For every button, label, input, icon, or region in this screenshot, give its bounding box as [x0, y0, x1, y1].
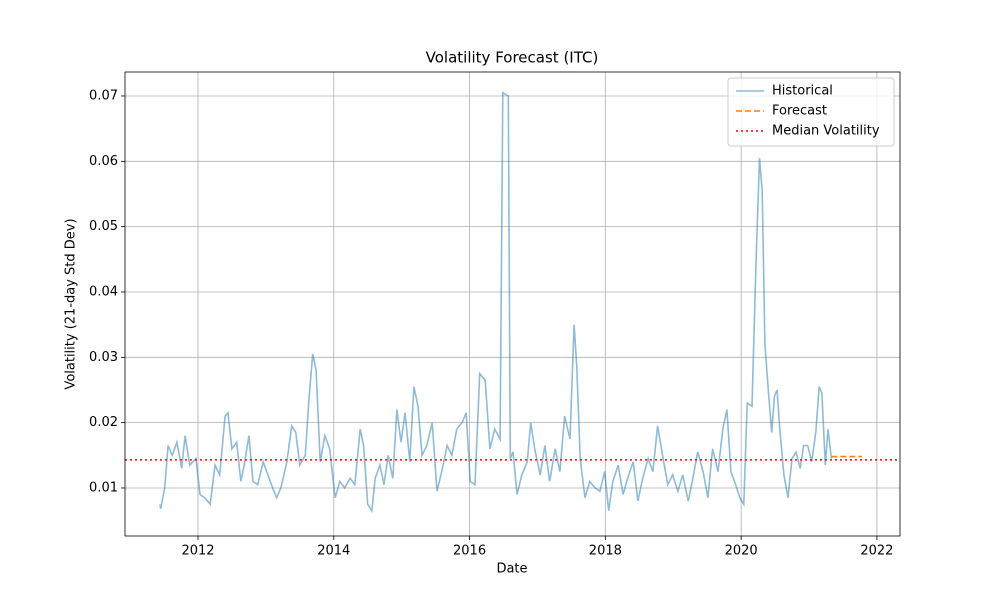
chart-title: Volatility Forecast (ITC): [426, 49, 599, 67]
series-line: [159, 91, 833, 514]
y-tick-label: 0.03: [89, 350, 118, 365]
y-axis-label: Volatility (21-day Std Dev): [64, 218, 79, 389]
x-tick-label: 2022: [860, 544, 893, 559]
legend-box: [727, 77, 895, 147]
y-tick-label: 0.04: [89, 284, 118, 299]
x-tick-label: 2020: [725, 544, 758, 559]
y-tick-label: 0.07: [89, 88, 118, 103]
axes-frame: [124, 71, 901, 537]
y-tick-label: 0.02: [89, 415, 118, 430]
y-tick-label: 0.06: [89, 154, 118, 169]
x-tick-label: 2018: [589, 544, 622, 559]
x-tick-label: 2014: [317, 544, 350, 559]
legend-label: Median Volatility: [772, 124, 880, 139]
x-tick-label: 2012: [181, 544, 214, 559]
y-tick-label: 0.01: [89, 480, 118, 495]
legend-label: Forecast: [772, 104, 827, 119]
legend-label: Historical: [772, 84, 833, 99]
y-tick-label: 0.05: [89, 219, 118, 234]
x-tick-label: 2016: [453, 544, 486, 559]
x-axis-label: Date: [496, 562, 527, 577]
